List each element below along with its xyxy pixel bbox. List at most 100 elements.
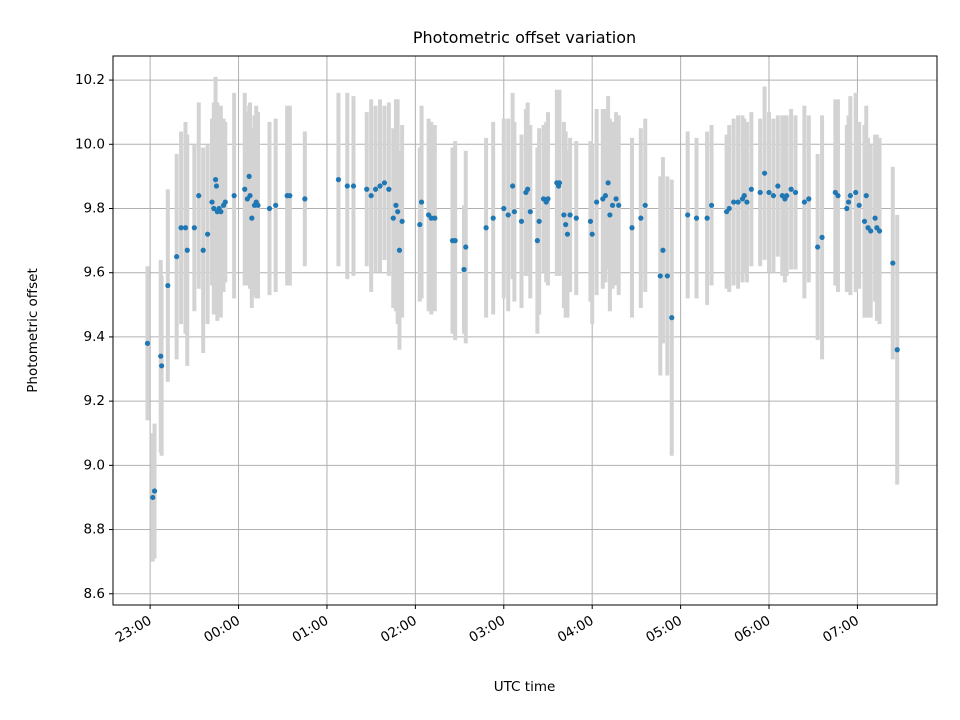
data-point — [386, 186, 392, 192]
data-point — [518, 218, 525, 224]
y-tick-label: 10.0 — [75, 136, 105, 152]
y-tick-label: 8.6 — [84, 586, 105, 602]
y-axis-ticks: 8.6 8.8 9.0 9.2 9.4 9.6 9.8 10.0 10.2 — [75, 72, 113, 602]
data-point — [159, 363, 165, 369]
data-point — [792, 189, 799, 196]
y-tick-label: 10.2 — [75, 72, 105, 88]
y-tick-label: 9.2 — [84, 393, 105, 409]
data-point — [510, 183, 516, 189]
data-point — [505, 212, 511, 218]
data-point — [399, 218, 405, 224]
data-point — [726, 205, 732, 212]
data-point — [364, 186, 370, 192]
data-point — [775, 183, 781, 189]
data-point — [761, 170, 768, 176]
data-point — [847, 193, 853, 199]
data-point — [856, 202, 862, 208]
data-point — [174, 254, 180, 260]
data-point — [819, 234, 825, 240]
data-point — [344, 183, 350, 189]
data-point — [196, 193, 202, 199]
data-point — [731, 199, 737, 205]
data-point — [452, 238, 458, 244]
data-point — [616, 202, 622, 208]
data-point — [563, 221, 569, 228]
data-point — [587, 218, 594, 224]
data-point — [534, 238, 540, 244]
data-point — [685, 212, 691, 218]
data-point — [872, 215, 878, 221]
data-point — [249, 215, 255, 221]
data-point — [605, 180, 611, 186]
data-point — [418, 199, 425, 205]
data-point — [287, 193, 293, 199]
data-point — [483, 225, 489, 231]
data-point — [527, 209, 533, 215]
data-point — [381, 180, 388, 186]
data-point — [863, 193, 869, 199]
data-point — [200, 247, 206, 253]
data-point — [629, 225, 635, 231]
data-point — [607, 212, 613, 218]
y-tick-label: 9.8 — [84, 201, 105, 217]
data-point — [589, 231, 595, 237]
data-point — [744, 199, 750, 205]
data-point — [182, 225, 189, 231]
data-point — [368, 193, 374, 199]
data-point — [273, 202, 279, 208]
data-point — [642, 202, 648, 208]
data-point — [212, 177, 219, 183]
data-point — [890, 260, 896, 266]
data-point — [561, 212, 567, 218]
data-point — [835, 193, 841, 199]
data-point — [350, 183, 357, 189]
data-point — [395, 209, 401, 215]
data-point — [246, 173, 252, 179]
data-point — [545, 196, 551, 202]
data-point — [573, 215, 579, 221]
data-point — [213, 183, 220, 189]
data-point — [463, 244, 469, 250]
data-point — [861, 218, 868, 224]
data-point — [638, 215, 644, 221]
data-point — [432, 215, 438, 221]
data-point — [853, 189, 859, 196]
data-point — [501, 205, 507, 212]
data-point — [150, 494, 156, 501]
data-point — [209, 199, 215, 205]
data-point — [801, 199, 807, 205]
data-point — [377, 183, 383, 189]
data-point — [693, 215, 700, 221]
data-point — [158, 353, 164, 359]
data-point — [657, 273, 663, 279]
data-point — [669, 315, 675, 321]
data-point — [266, 205, 273, 212]
data-point — [613, 196, 619, 202]
data-point — [876, 228, 883, 234]
data-point — [417, 221, 423, 228]
data-point — [660, 247, 666, 253]
data-point — [231, 193, 237, 199]
data-point — [393, 202, 399, 208]
data-point — [536, 218, 542, 224]
data-point — [868, 228, 874, 234]
data-point — [806, 196, 812, 202]
data-point — [770, 193, 777, 199]
data-point — [567, 212, 573, 218]
data-point — [222, 199, 228, 205]
data-point — [461, 266, 467, 273]
x-axis-label: UTC time — [494, 679, 556, 695]
data-point — [255, 202, 261, 208]
data-point — [511, 209, 517, 215]
y-tick-label: 9.6 — [84, 265, 105, 281]
data-point — [757, 189, 763, 196]
data-point — [594, 199, 600, 205]
chart-title: Photometric offset variation — [413, 28, 636, 47]
data-point — [741, 193, 747, 199]
data-point — [144, 340, 151, 346]
data-point — [788, 186, 794, 192]
data-point — [784, 193, 790, 199]
data-point — [564, 231, 571, 237]
